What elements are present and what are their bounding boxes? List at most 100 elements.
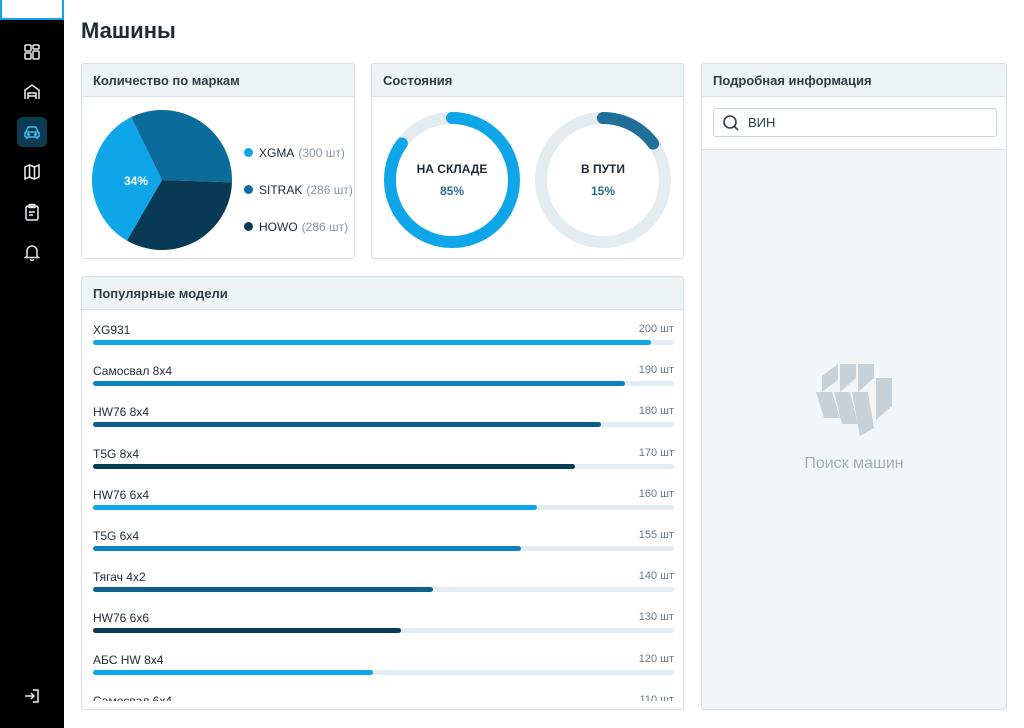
- ring-value: 85%: [439, 184, 465, 198]
- model-bar-track: [93, 545, 674, 551]
- empty-state-text: Поиск машин: [804, 455, 904, 472]
- model-bar-track: [93, 628, 674, 634]
- legend-item: XGMA (300 шт): [244, 134, 353, 171]
- car-icon: [24, 126, 40, 139]
- legend-item: HOWO (286 шт): [244, 208, 353, 245]
- sidebar-item-tasks[interactable]: [17, 197, 47, 227]
- model-bar-track: [93, 422, 674, 428]
- model-row: HW76 6x6 130 шт: [93, 609, 674, 650]
- model-name: HW76 6x4: [93, 487, 150, 502]
- pie-slice-sitrak[interactable]: [131, 110, 233, 183]
- pie-slice-label: 34%: [124, 174, 148, 188]
- model-bar-track: [93, 381, 674, 387]
- clipboard-icon: [25, 203, 39, 221]
- legend-count: (300 шт): [298, 145, 345, 160]
- model-count: 190 шт: [638, 364, 674, 377]
- states-card-title: Состояния: [372, 64, 683, 97]
- model-row: T5G 6x4 155 шт: [93, 527, 674, 568]
- ring-label: НА СКЛАДЕ: [416, 162, 488, 176]
- legend-name: XGMA: [259, 145, 295, 160]
- brands-card-title: Количество по маркам: [82, 64, 354, 97]
- legend-dot: [244, 222, 253, 231]
- logout-icon: [25, 689, 39, 703]
- model-bar-track: [93, 463, 674, 469]
- model-bar-fill: [93, 587, 433, 593]
- model-count: 200 шт: [638, 323, 674, 335]
- model-bar-fill: [93, 340, 651, 345]
- model-bar-fill: [93, 463, 576, 469]
- sidebar-item-dashboard[interactable]: [17, 37, 47, 67]
- sidebar: [0, 0, 64, 728]
- model-bar-track: [93, 340, 674, 345]
- legend-count: (286 шт): [306, 182, 353, 197]
- model-count: 110 шт: [639, 693, 674, 701]
- popular-models-card: Популярные модели XG931 200 шт Самосвал 8x…: [81, 276, 684, 710]
- dashboard-icon: [24, 44, 40, 60]
- model-bar-track: [93, 587, 674, 593]
- popular-models-title: Популярные модели: [82, 277, 683, 310]
- model-name: XG931: [93, 323, 131, 337]
- details-empty-state: Поиск машин: [702, 150, 1006, 709]
- model-row: АБС HW 8x4 120 шт: [93, 651, 674, 692]
- model-name: Самосвал 6x4: [93, 693, 172, 701]
- model-bar-fill: [93, 381, 625, 387]
- model-name: HW76 8x4: [93, 405, 150, 420]
- brands-card: Количество по маркам 34% XGMA (300 шт) S…: [81, 63, 355, 259]
- vin-search-input[interactable]: [748, 115, 978, 130]
- model-bar-fill: [93, 422, 602, 428]
- legend-dot: [244, 148, 253, 157]
- states-card: Состояния НА СКЛАДЕ 85% В ПУТИ 15%: [371, 63, 684, 259]
- vin-search-box[interactable]: [713, 108, 997, 137]
- model-row: Самосвал 8x4 190 шт: [93, 362, 674, 403]
- ring-progress-arc: [535, 112, 671, 248]
- legend-item: SITRAK (286 шт): [244, 171, 353, 208]
- logo: [0, 0, 64, 20]
- brands-pie-chart: 34%: [92, 110, 233, 250]
- model-count: 170 шт: [638, 446, 674, 459]
- ring-in-transit: В ПУТИ 15%: [533, 110, 673, 250]
- model-name: T5G 6x4: [93, 528, 140, 543]
- model-bar-fill: [93, 628, 401, 634]
- model-bar-track: [93, 504, 674, 510]
- model-count: 140 шт: [638, 570, 674, 583]
- sidebar-item-map[interactable]: [17, 157, 47, 187]
- ring-label: В ПУТИ: [580, 162, 626, 176]
- model-count: 160 шт: [638, 487, 674, 500]
- model-name: T5G 8x4: [93, 446, 140, 461]
- model-name: АБС HW 8x4: [93, 652, 164, 667]
- divider: [702, 149, 1006, 150]
- bell-icon: [23, 245, 41, 261]
- legend-count: (286 шт): [301, 219, 349, 234]
- model-name: Тягач 4x2: [93, 570, 146, 585]
- ring-in-stock: НА СКЛАДЕ 85%: [382, 110, 522, 250]
- model-row: HW76 8x4 180 шт: [93, 403, 674, 444]
- model-bar-track: [93, 669, 674, 675]
- model-name: HW76 6x6: [93, 611, 150, 626]
- model-bar-fill: [93, 669, 374, 675]
- sidebar-item-notifications[interactable]: [17, 237, 47, 267]
- logout-button[interactable]: [17, 681, 47, 711]
- model-row: HW76 6x4 160 шт: [93, 486, 674, 527]
- map-icon: [24, 163, 40, 181]
- model-row: XG931 200 шт: [93, 321, 674, 362]
- brands-legend: XGMA (300 шт) SITRAK (286 шт) HOWO (286 …: [244, 134, 353, 245]
- ring-progress-arc: [384, 112, 520, 248]
- model-row: Самосвал 6x4 110 шт: [93, 692, 674, 701]
- models-list[interactable]: XG931 200 шт Самосвал 8x4 190 шт HW76 8x4 180…: [93, 321, 674, 701]
- sidebar-item-warehouse[interactable]: [17, 77, 47, 107]
- logo-stripes-icon: [816, 364, 892, 436]
- warehouse-icon: [24, 84, 40, 99]
- details-card: Подробная информация Поиск машин: [701, 63, 1007, 710]
- model-name: Самосвал 8x4: [93, 364, 172, 379]
- legend-name: SITRAK: [259, 182, 303, 197]
- model-row: T5G 8x4 170 шт: [93, 445, 674, 486]
- sidebar-item-cars[interactable]: [17, 117, 47, 147]
- page-title: Машины: [81, 18, 176, 43]
- model-bar-fill: [93, 545, 522, 551]
- pie-slice-xgma[interactable]: [92, 117, 162, 241]
- model-bar-fill: [93, 504, 538, 510]
- legend-dot: [244, 185, 253, 194]
- legend-name: HOWO: [259, 219, 298, 234]
- model-count: 120 шт: [638, 652, 674, 665]
- pie-slice-howo[interactable]: [127, 180, 232, 250]
